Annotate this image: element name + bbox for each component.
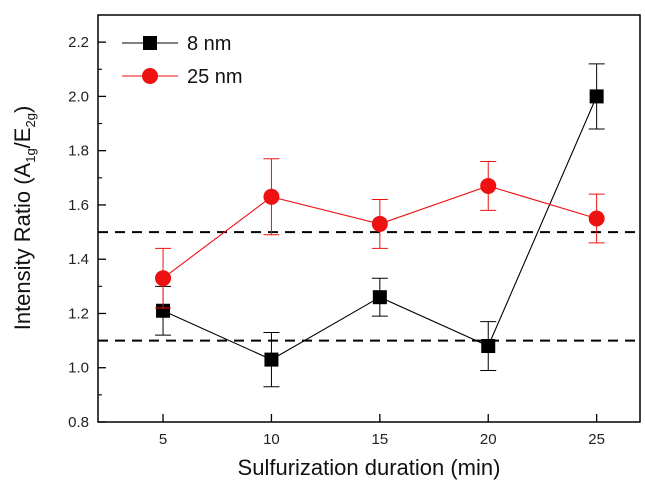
y-tick-label: 1.4 [68,251,89,268]
x-tick-label: 5 [159,431,167,448]
legend-8nm-marker [143,36,157,50]
y-axis-title-sub1: 1g [23,148,38,162]
y-axis-title-sub2: 2g [23,113,38,127]
x-tick-label: 20 [480,431,497,448]
series-25nm-point [588,210,605,227]
series-25nm-point [480,177,497,194]
series-8nm-point [264,352,279,367]
y-tick-label: 2.0 [68,88,89,105]
legend-8nm-label: 8 nm [187,33,231,55]
y-tick-label: 1.0 [68,360,89,377]
legend: 8 nm 25 nm [122,33,243,88]
y-axis-title: Intensity Ratio (A1g/E2g) [10,106,38,331]
series-8nm [155,63,605,388]
series-25nm-point [371,215,388,232]
y-tick-label: 1.6 [68,197,89,214]
y-axis-title-mid: /E [10,128,35,149]
legend-25nm-marker [142,68,158,84]
plot-frame [97,14,641,423]
y-tick-label: 2.2 [68,34,89,51]
x-tick-label: 25 [588,431,605,448]
y-tick-label: 1.2 [68,305,89,322]
series-layer [155,63,605,388]
series-25nm-point [155,270,172,287]
series-8nm-point [589,89,604,104]
y-axis-title-prefix: Intensity Ratio (A [10,162,35,330]
series-8nm-point [156,303,171,318]
y-axis-title-suffix: ) [10,106,35,113]
series-8nm-point [481,339,496,354]
series-8nm-point [372,290,387,305]
x-tick-label: 15 [371,431,388,448]
y-tick-label: 1.8 [68,143,89,160]
y-tick-label: 0.8 [68,414,89,431]
series-25nm [155,158,605,309]
x-axis-title: Sulfurization duration (min) [238,455,501,480]
reference-lines [98,231,640,342]
x-tick-label: 10 [263,431,280,448]
series-25nm-point [263,188,280,205]
ticks-layer: 5 10 15 20 25 0.8 1.0 1.2 1.4 1.6 1.8 2.0 2.2 [68,34,605,448]
legend-25nm-label: 25 nm [187,66,243,88]
